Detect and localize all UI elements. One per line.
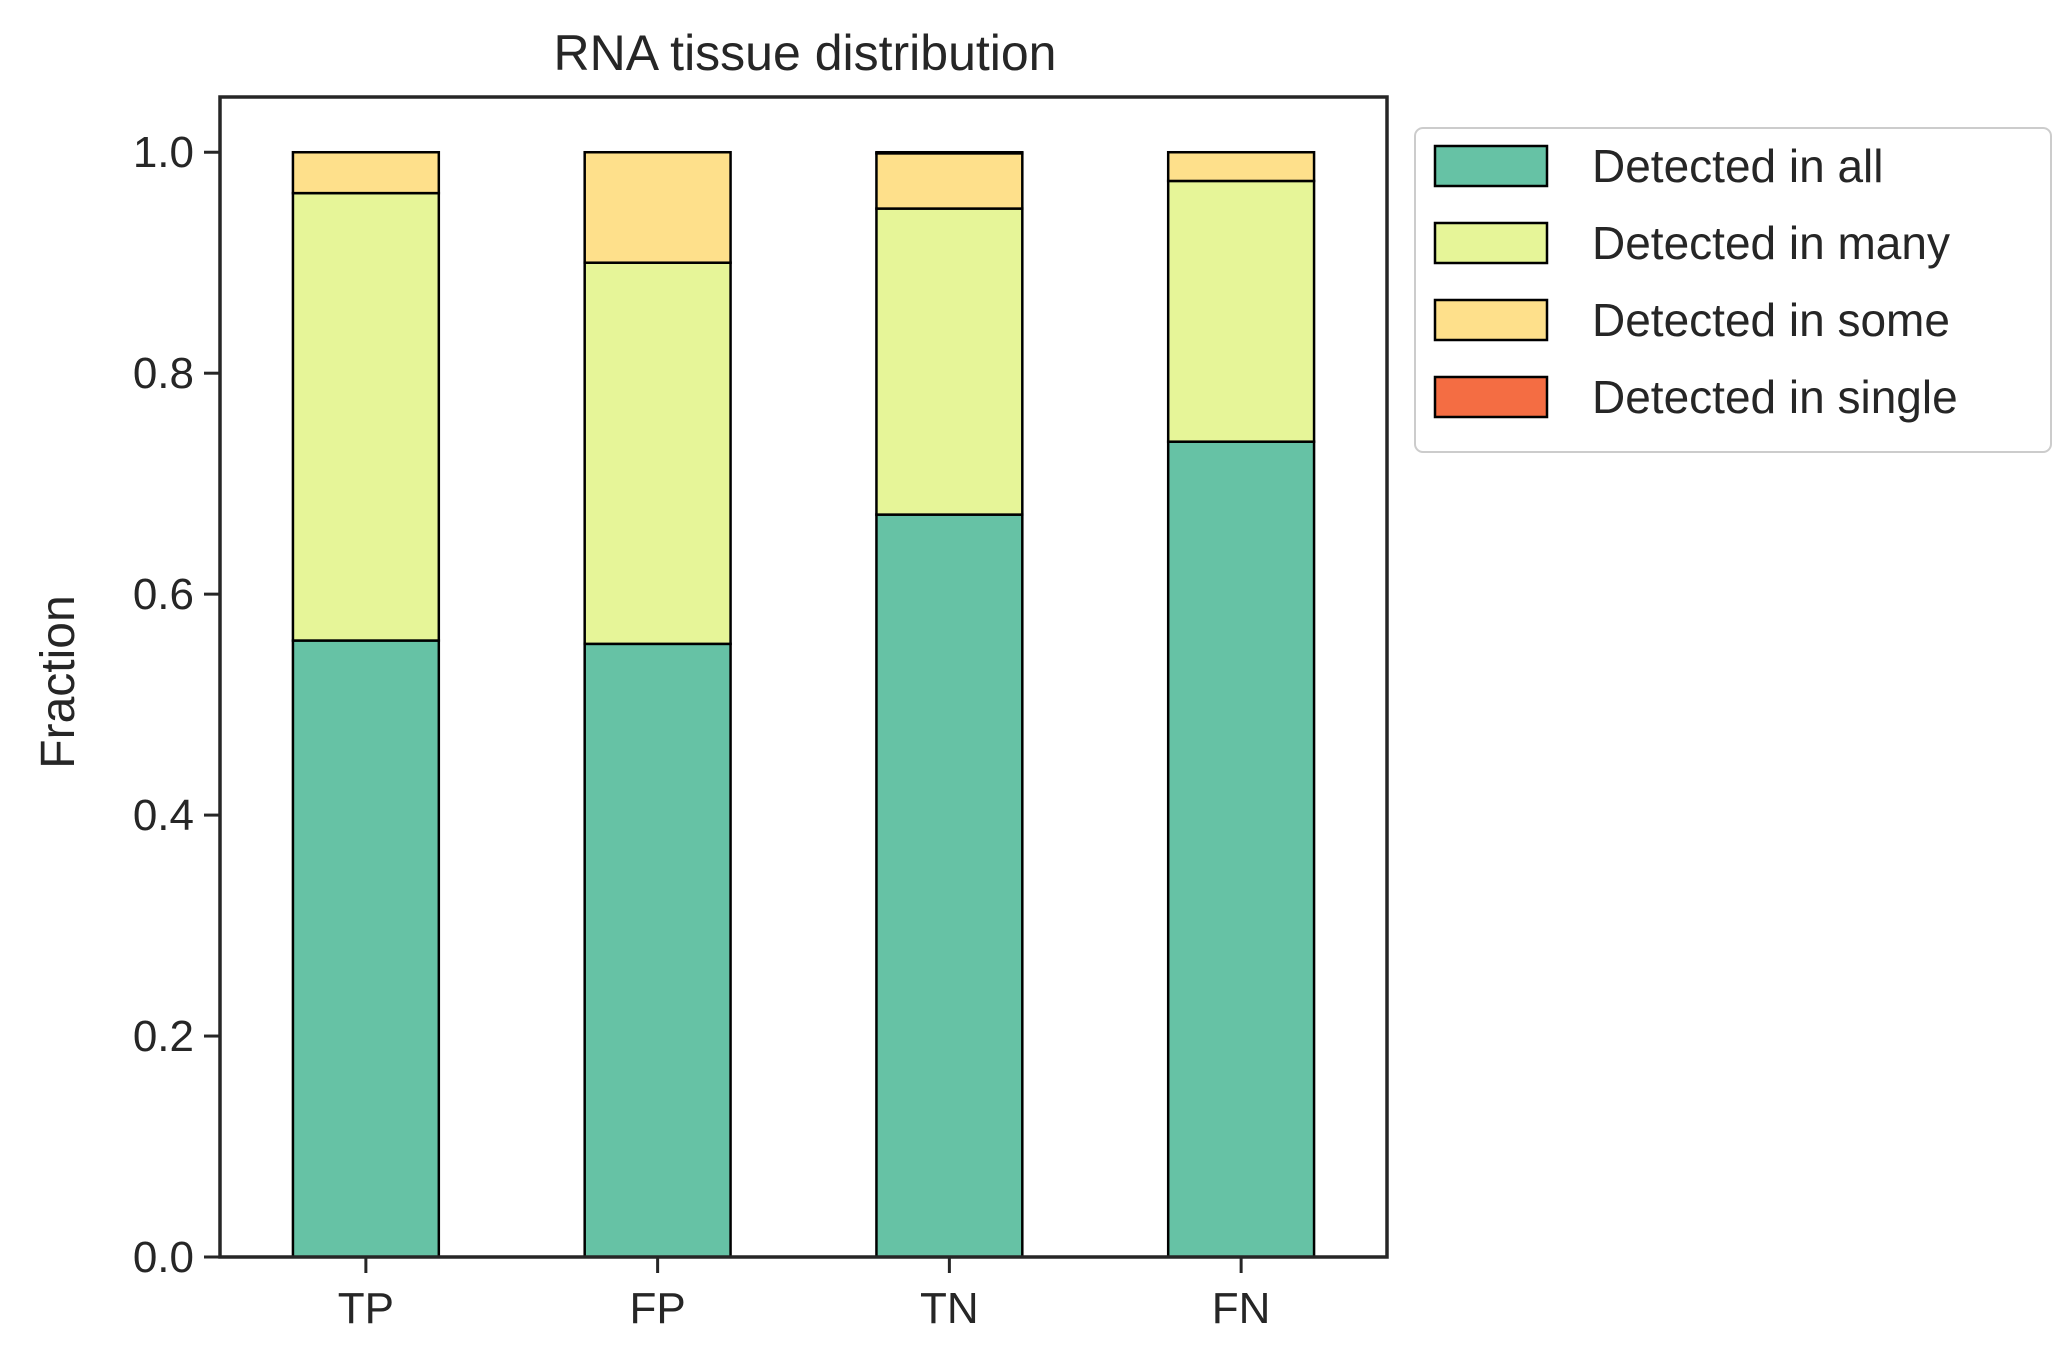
y-axis-label: Fraction (32, 595, 85, 768)
bar-fp-series-1 (583, 261, 732, 646)
legend-label: Detected in single (1592, 371, 1958, 423)
x-tick-label: TN (920, 1284, 979, 1333)
bar-fp-series-0 (583, 642, 732, 1259)
legend-label: Detected in many (1592, 217, 1950, 269)
legend-label: Detected in some (1592, 294, 1950, 346)
bar-tp-series-0 (291, 639, 441, 1259)
y-tick-label: 0.6 (133, 570, 194, 619)
bar-tn-series-1 (875, 207, 1024, 516)
chart-title: RNA tissue distribution (553, 25, 1056, 81)
bar-tn-series-0 (875, 513, 1024, 1259)
y-tick-label: 0.0 (133, 1233, 194, 1282)
y-axis-ticks: 0.0 0.2 0.4 0.6 0.8 1.0 (133, 128, 220, 1282)
x-tick-label: FN (1212, 1284, 1271, 1333)
legend-swatch (1433, 144, 1549, 188)
legend: Detected in all Detected in many Detected … (1414, 127, 2052, 453)
legend-swatch (1433, 298, 1549, 342)
bar-fn-series-2 (1166, 150, 1316, 183)
bar-tn-series-2 (875, 152, 1024, 210)
y-tick-label: 0.2 (133, 1012, 194, 1061)
bar-fp-series-2 (583, 150, 732, 264)
x-tick-label: TP (338, 1284, 394, 1333)
y-tick-label: 0.4 (133, 791, 194, 840)
legend-swatch (1433, 221, 1549, 265)
bar-stacks (291, 150, 1316, 1259)
bar-fn-series-0 (1166, 440, 1316, 1259)
legend-box (1414, 127, 2052, 453)
x-axis-ticks: TP FP TN FN (338, 1257, 1271, 1333)
x-tick-label: FP (630, 1284, 686, 1333)
legend-swatch (1433, 375, 1549, 419)
bar-tp-series-2 (291, 150, 441, 195)
legend-items: Detected in all Detected in many Detected … (1433, 140, 1958, 423)
bar-tp-series-1 (291, 191, 441, 642)
bar-tn-series-3 (875, 150, 1024, 155)
plot-frame (218, 95, 1389, 1259)
y-tick-label: 0.8 (133, 349, 194, 398)
legend-label: Detected in all (1592, 140, 1884, 192)
y-tick-label: 1.0 (133, 128, 194, 177)
bar-fn-series-1 (1166, 179, 1316, 443)
